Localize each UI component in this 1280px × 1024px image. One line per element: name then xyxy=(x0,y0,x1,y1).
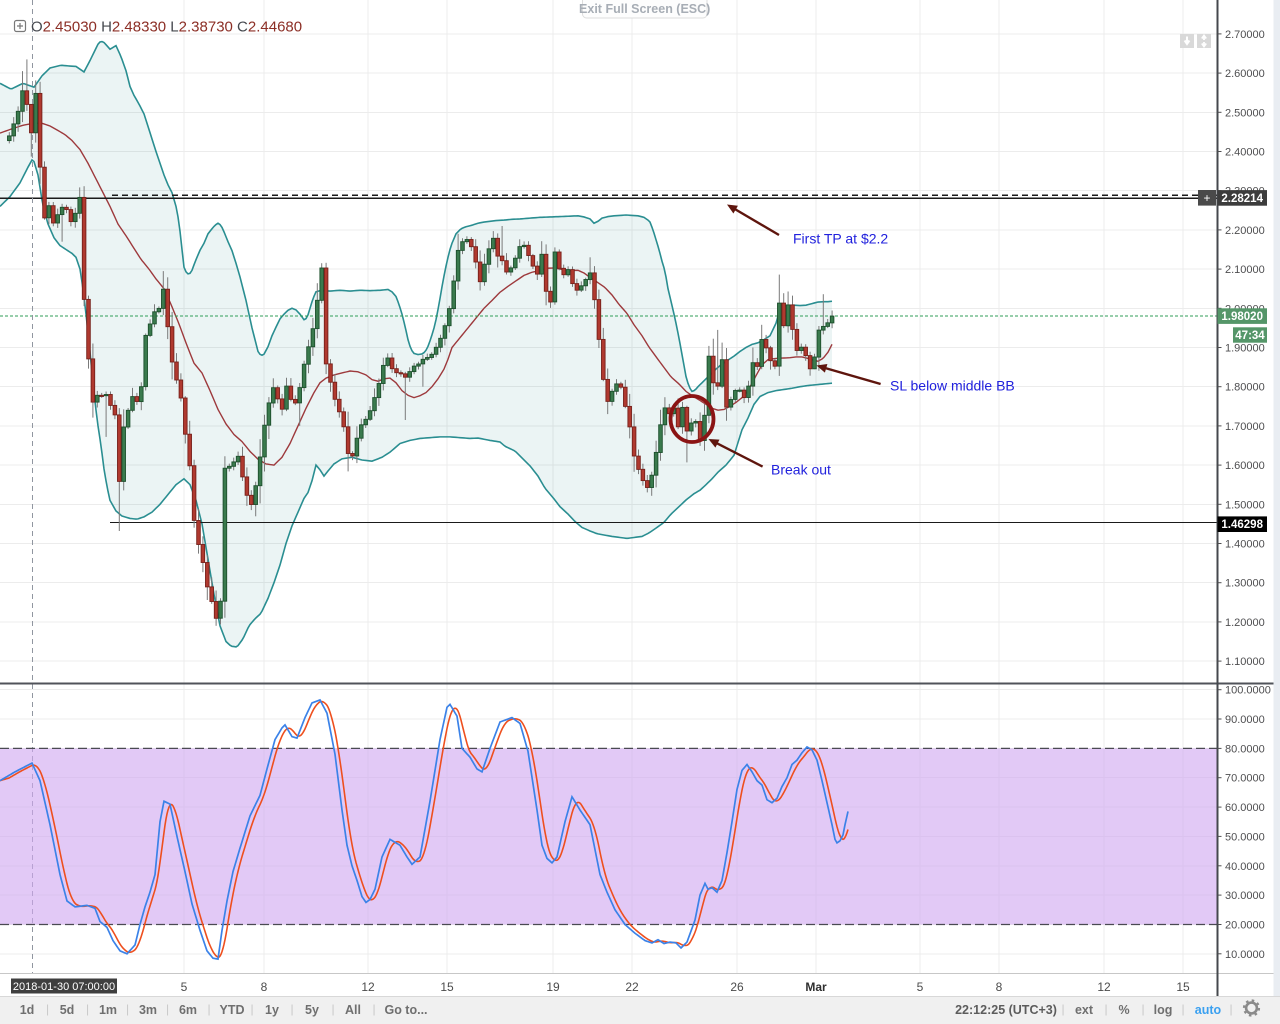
svg-text:20.0000: 20.0000 xyxy=(1225,920,1265,932)
svg-text:ext: ext xyxy=(1075,1003,1094,1017)
svg-text:1m: 1m xyxy=(99,1003,117,1017)
svg-text:1.46298: 1.46298 xyxy=(1221,519,1263,531)
svg-text:2.28214: 2.28214 xyxy=(1221,193,1263,205)
svg-text:15: 15 xyxy=(440,980,454,994)
svg-text:Mar: Mar xyxy=(805,980,827,994)
svg-text:90.0000: 90.0000 xyxy=(1225,714,1265,726)
svg-text:First TP at $2.2: First TP at $2.2 xyxy=(793,231,888,247)
svg-text:2.40000: 2.40000 xyxy=(1225,147,1265,159)
svg-text:5y: 5y xyxy=(305,1003,319,1017)
svg-text:5: 5 xyxy=(181,980,188,994)
svg-text:1.70000: 1.70000 xyxy=(1225,421,1265,433)
svg-text:YTD: YTD xyxy=(220,1003,245,1017)
svg-text:1.50000: 1.50000 xyxy=(1225,499,1265,511)
svg-text:1.98020: 1.98020 xyxy=(1221,311,1263,323)
svg-text:|: | xyxy=(1061,1002,1064,1016)
svg-text:80.0000: 80.0000 xyxy=(1225,743,1265,755)
svg-text:Exit Full Screen (ESC): Exit Full Screen (ESC) xyxy=(579,2,710,16)
svg-text:5d: 5d xyxy=(60,1003,75,1017)
svg-text:3m: 3m xyxy=(139,1003,157,1017)
svg-text:|: | xyxy=(166,1002,169,1016)
svg-text:8: 8 xyxy=(261,980,268,994)
svg-text:22:12:25 (UTC+3): 22:12:25 (UTC+3) xyxy=(955,1003,1057,1017)
svg-text:1.90000: 1.90000 xyxy=(1225,343,1265,355)
svg-text:|: | xyxy=(1229,1002,1232,1016)
svg-text:12: 12 xyxy=(361,980,375,994)
svg-text:47:34: 47:34 xyxy=(1235,330,1265,342)
svg-text:2.10000: 2.10000 xyxy=(1225,264,1265,276)
svg-text:|: | xyxy=(331,1002,334,1016)
svg-text:Break out: Break out xyxy=(771,462,831,478)
svg-text:|: | xyxy=(372,1002,375,1016)
svg-text:2018-01-30 07:00:00: 2018-01-30 07:00:00 xyxy=(13,981,115,993)
svg-text:|: | xyxy=(250,1002,253,1016)
svg-text:|: | xyxy=(46,1002,49,1016)
svg-text:1d: 1d xyxy=(20,1003,35,1017)
svg-text:auto: auto xyxy=(1195,1003,1222,1017)
svg-text:Go to...: Go to... xyxy=(384,1003,427,1017)
svg-text:|: | xyxy=(86,1002,89,1016)
svg-text:O2.45030 H2.48330 L2.38730: O2.45030 H2.48330 L2.38730 C2.44680 xyxy=(31,19,302,36)
svg-text:|: | xyxy=(1181,1002,1184,1016)
svg-text:2.50000: 2.50000 xyxy=(1225,107,1265,119)
svg-text:6m: 6m xyxy=(179,1003,197,1017)
svg-text:|: | xyxy=(290,1002,293,1016)
svg-text:26: 26 xyxy=(730,980,744,994)
svg-text:|: | xyxy=(1141,1002,1144,1016)
svg-text:1.30000: 1.30000 xyxy=(1225,578,1265,590)
svg-text:15: 15 xyxy=(1176,980,1190,994)
svg-text:1.80000: 1.80000 xyxy=(1225,382,1265,394)
svg-text:10.0000: 10.0000 xyxy=(1225,949,1265,961)
svg-text:2.60000: 2.60000 xyxy=(1225,68,1265,80)
svg-text:SL below middle BB: SL below middle BB xyxy=(890,378,1015,394)
svg-text:50.0000: 50.0000 xyxy=(1225,831,1265,843)
svg-text:5: 5 xyxy=(917,980,924,994)
svg-text:2.70000: 2.70000 xyxy=(1225,29,1265,41)
svg-text:1.20000: 1.20000 xyxy=(1225,617,1265,629)
svg-text:22: 22 xyxy=(625,980,639,994)
svg-text:+: + xyxy=(1203,191,1210,205)
svg-text:|: | xyxy=(126,1002,129,1016)
svg-text:All: All xyxy=(345,1003,361,1017)
svg-text:%: % xyxy=(1118,1003,1129,1017)
svg-text:log: log xyxy=(1154,1003,1173,1017)
svg-text:40.0000: 40.0000 xyxy=(1225,861,1265,873)
svg-text:2.20000: 2.20000 xyxy=(1225,225,1265,237)
svg-text:8: 8 xyxy=(996,980,1003,994)
svg-text:100.0000: 100.0000 xyxy=(1225,685,1271,697)
svg-text:30.0000: 30.0000 xyxy=(1225,890,1265,902)
svg-text:1.40000: 1.40000 xyxy=(1225,539,1265,551)
svg-text:70.0000: 70.0000 xyxy=(1225,773,1265,785)
svg-text:12: 12 xyxy=(1097,980,1111,994)
svg-text:60.0000: 60.0000 xyxy=(1225,802,1265,814)
svg-text:1.60000: 1.60000 xyxy=(1225,460,1265,472)
svg-text:1y: 1y xyxy=(265,1003,279,1017)
svg-text:|: | xyxy=(207,1002,210,1016)
svg-text:|: | xyxy=(1104,1002,1107,1016)
svg-text:19: 19 xyxy=(546,980,560,994)
svg-text:1.10000: 1.10000 xyxy=(1225,656,1265,668)
